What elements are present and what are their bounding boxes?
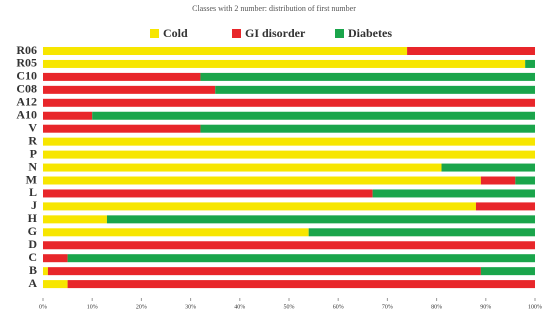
y-tick-label: A bbox=[28, 276, 37, 290]
bar-segment bbox=[200, 72, 535, 81]
bar-segment bbox=[515, 176, 535, 185]
bar-segment bbox=[480, 176, 516, 185]
y-tick-label: V bbox=[28, 120, 37, 134]
bar-segment bbox=[372, 189, 535, 198]
bar-segment bbox=[43, 267, 48, 276]
legend-label: Diabetes bbox=[348, 26, 392, 40]
bar-segment bbox=[43, 202, 476, 211]
x-tick-label: 70% bbox=[382, 304, 393, 310]
bar-segment bbox=[308, 228, 535, 237]
y-tick-label: D bbox=[28, 237, 37, 251]
y-tick-label: N bbox=[28, 159, 37, 173]
legend-label: Cold bbox=[163, 26, 188, 40]
bar-segment bbox=[67, 280, 535, 289]
bar-segment bbox=[43, 59, 526, 68]
y-tick-label: R06 bbox=[16, 43, 37, 57]
x-tick-label: 60% bbox=[333, 304, 344, 310]
bar-segment bbox=[480, 267, 535, 276]
legend-label: GI disorder bbox=[245, 26, 306, 40]
y-tick-label: C bbox=[28, 250, 37, 264]
bar-segment bbox=[43, 111, 93, 120]
y-tick-label: M bbox=[26, 172, 37, 186]
x-tick-label: 10% bbox=[87, 304, 98, 310]
bar-segment bbox=[43, 72, 201, 81]
bar-segment bbox=[43, 280, 68, 289]
bar-segment bbox=[43, 98, 535, 107]
x-tick-label: 80% bbox=[431, 304, 442, 310]
bar-segment bbox=[200, 124, 535, 133]
y-tick-label: J bbox=[31, 198, 37, 212]
x-tick-label: 30% bbox=[185, 304, 196, 310]
y-tick-label: A12 bbox=[16, 95, 37, 109]
y-tick-label: A10 bbox=[16, 108, 37, 122]
chart-title: Classes with 2 number: distribution of f… bbox=[192, 4, 356, 13]
bar-segment bbox=[43, 47, 408, 55]
x-tick-label: 40% bbox=[234, 304, 245, 310]
bar-segment bbox=[407, 47, 535, 55]
bar-segment bbox=[106, 215, 536, 224]
bar-segment bbox=[43, 150, 535, 159]
bar-segment bbox=[43, 189, 373, 198]
bar-segment bbox=[43, 215, 107, 224]
bar-segment bbox=[43, 241, 535, 250]
legend-swatch bbox=[150, 29, 159, 38]
y-tick-label: G bbox=[28, 224, 37, 238]
y-tick-label: H bbox=[28, 211, 38, 225]
x-tick-label: 100% bbox=[528, 304, 542, 310]
bar-segment bbox=[92, 111, 535, 120]
bar-segment bbox=[43, 254, 68, 263]
bar-segment bbox=[215, 85, 535, 94]
x-tick-label: 20% bbox=[136, 304, 147, 310]
bar-segment bbox=[67, 254, 535, 263]
bar-segment bbox=[475, 202, 535, 211]
bar-segment bbox=[43, 137, 535, 146]
y-tick-label: C10 bbox=[16, 69, 37, 83]
y-tick-label: L bbox=[29, 185, 37, 199]
x-tick-label: 50% bbox=[284, 304, 295, 310]
x-tick-label: 90% bbox=[480, 304, 491, 310]
bar-segment bbox=[47, 267, 481, 276]
x-tick-label: 0% bbox=[39, 304, 47, 310]
y-tick-label: B bbox=[29, 263, 37, 277]
bar-segment bbox=[43, 85, 216, 94]
y-tick-label: R bbox=[28, 133, 37, 147]
bar-segment bbox=[525, 59, 535, 68]
bar-segment bbox=[441, 163, 535, 172]
y-tick-label: P bbox=[30, 146, 37, 160]
bar-segment bbox=[43, 124, 201, 133]
legend-swatch bbox=[335, 29, 344, 38]
y-tick-label: R05 bbox=[16, 56, 37, 70]
bar-segment bbox=[43, 228, 309, 237]
bar-segment bbox=[43, 163, 442, 172]
bar-segment bbox=[43, 176, 481, 185]
legend-swatch bbox=[232, 29, 241, 38]
y-tick-label: C08 bbox=[16, 82, 37, 96]
